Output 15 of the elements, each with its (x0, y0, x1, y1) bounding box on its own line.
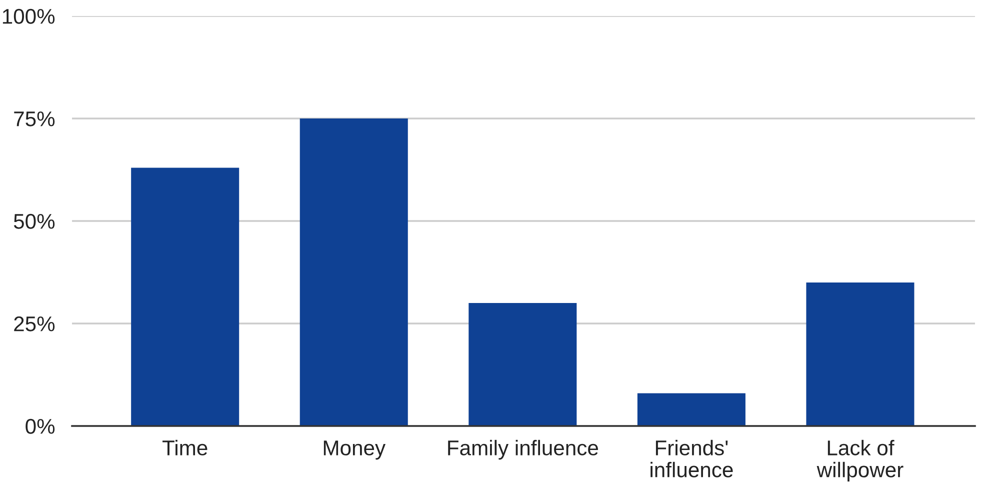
x-tick-label: Time (162, 440, 208, 456)
x-tick-label: Friends' influence (650, 440, 733, 478)
y-tick-label: 100% (2, 8, 55, 24)
x-tick-label: Family influence (448, 440, 598, 460)
bar (806, 282, 914, 426)
y-tick-label: 0% (26, 418, 55, 434)
bar (468, 303, 577, 426)
x-tick-label: Money (324, 440, 386, 460)
bar (131, 168, 240, 426)
x-tick-label: Lack of willpower (816, 440, 904, 482)
y-tick-label: 50% (14, 214, 55, 229)
bar (300, 118, 408, 426)
bar (637, 393, 746, 426)
y-tick-label: 75% (14, 112, 55, 126)
y-tick-label: 25% (14, 316, 55, 332)
